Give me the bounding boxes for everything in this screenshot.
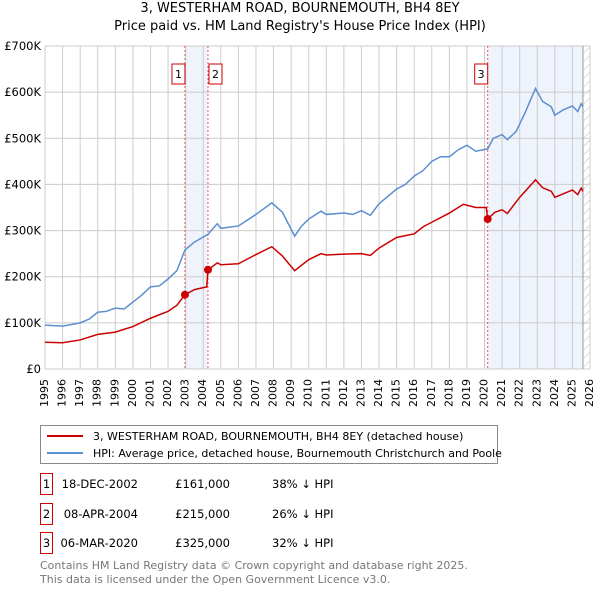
x-tick-label: 2021	[495, 379, 508, 407]
sale-label: 3	[478, 68, 485, 81]
x-tick-label: 2006	[231, 379, 244, 407]
footer-licence: This data is licensed under the Open Gov…	[40, 573, 391, 586]
series-line	[44, 178, 584, 344]
y-tick-label: £100K	[4, 316, 41, 330]
x-tick-label: 2015	[390, 379, 403, 407]
sale-label: 2	[212, 68, 219, 81]
x-tick-label: 2004	[196, 379, 209, 407]
sale-row: 1 18-DEC-2002 £161,000 38% ↓ HPI	[40, 473, 370, 495]
y-tick-label: £300K	[4, 224, 41, 238]
x-tick-label: 2022	[513, 379, 526, 407]
x-tick-label: 2005	[214, 379, 227, 407]
y-tick-label: £500K	[4, 131, 41, 145]
chart-title: 3, WESTERHAM ROAD, BOURNEMOUTH, BH4 8EY	[140, 1, 460, 16]
x-tick-label: 2010	[302, 379, 315, 407]
y-tick-label: £200K	[4, 270, 41, 284]
x-tick-label: 1997	[73, 379, 86, 407]
x-tick-label: 2016	[407, 379, 420, 407]
x-tick-label: 2003	[179, 379, 192, 407]
y-tick-label: £400K	[4, 177, 41, 191]
legend: 3, WESTERHAM ROAD, BOURNEMOUTH, BH4 8EY …	[40, 425, 502, 464]
sale-date: 18-DEC-2002	[61, 477, 138, 491]
y-tick-label: £0	[26, 362, 41, 376]
y-tick-label: £700K	[4, 39, 41, 53]
x-tick-label: 1996	[56, 379, 69, 407]
x-tick-label: 2000	[126, 379, 139, 407]
sale-hpi: 38% ↓ HPI	[272, 477, 334, 491]
x-tick-label: 2026	[583, 379, 596, 407]
sale-point	[483, 215, 492, 224]
y-tick-label: £600K	[4, 85, 41, 99]
shaded-region	[184, 46, 208, 369]
chart-subtitle: Price paid vs. HM Land Registry's House …	[114, 19, 486, 34]
sale-label-box	[208, 63, 223, 85]
legend-label: HPI: Average price, detached house, Bour…	[93, 446, 502, 460]
sale-row: 2 08-APR-2004 £215,000 26% ↓ HPI	[40, 503, 370, 525]
sale-badge: 1	[40, 473, 53, 495]
sale-point	[180, 290, 189, 299]
forecast-hatch	[582, 46, 590, 369]
x-tick-label: 1995	[38, 379, 51, 407]
sale-price: £325,000	[175, 536, 230, 550]
sale-date: 06-MAR-2020	[60, 536, 138, 550]
x-tick-label: 2007	[249, 379, 262, 407]
x-tick-label: 2013	[354, 379, 367, 407]
x-tick-label: 2017	[425, 379, 438, 407]
x-tick-label: 2009	[284, 379, 297, 407]
x-tick-label: 2008	[267, 379, 280, 407]
x-tick-label: 2011	[319, 379, 332, 407]
sale-label-box	[474, 63, 489, 85]
x-tick-label: 2020	[478, 379, 491, 407]
sale-label: 1	[175, 68, 182, 81]
x-tick-label: 2012	[337, 379, 350, 407]
footer-copyright: Contains HM Land Registry data © Crown c…	[40, 559, 468, 572]
legend-item-property: 3, WESTERHAM ROAD, BOURNEMOUTH, BH4 8EY …	[47, 428, 463, 444]
legend-label: 3, WESTERHAM ROAD, BOURNEMOUTH, BH4 8EY …	[93, 429, 464, 443]
sale-label-box	[171, 63, 186, 85]
x-tick-label: 2023	[530, 379, 543, 407]
legend-item-hpi: HPI: Average price, detached house, Bour…	[47, 445, 502, 461]
sale-badge: 2	[40, 503, 53, 525]
sale-price: £215,000	[175, 507, 230, 521]
chart-plot: 1995 1996 1997 1998 1999 2000 2001 2002 2003 2004…	[4, 39, 596, 407]
series-line	[44, 86, 584, 327]
x-tick-label: 2014	[372, 379, 385, 407]
sale-price: £161,000	[175, 477, 230, 491]
sale-hpi: 26% ↓ HPI	[272, 507, 334, 521]
x-tick-label: 2002	[161, 379, 174, 407]
sale-badge: 3	[40, 532, 53, 554]
sale-hpi: 32% ↓ HPI	[272, 536, 334, 550]
legend-swatch	[47, 452, 83, 454]
sale-point	[203, 265, 212, 274]
x-tick-label: 1999	[108, 379, 121, 407]
sale-row: 3 06-MAR-2020 £325,000 32% ↓ HPI	[40, 532, 370, 554]
x-tick-label: 2018	[442, 379, 455, 407]
x-tick-label: 2025	[565, 379, 578, 407]
x-tick-label: 2024	[548, 379, 561, 407]
legend-swatch	[47, 435, 83, 437]
shaded-region	[487, 46, 583, 369]
x-tick-label: 1998	[91, 379, 104, 407]
x-tick-label: 2019	[460, 379, 473, 407]
x-tick-label: 2001	[143, 379, 156, 407]
sale-date: 08-APR-2004	[63, 507, 138, 521]
